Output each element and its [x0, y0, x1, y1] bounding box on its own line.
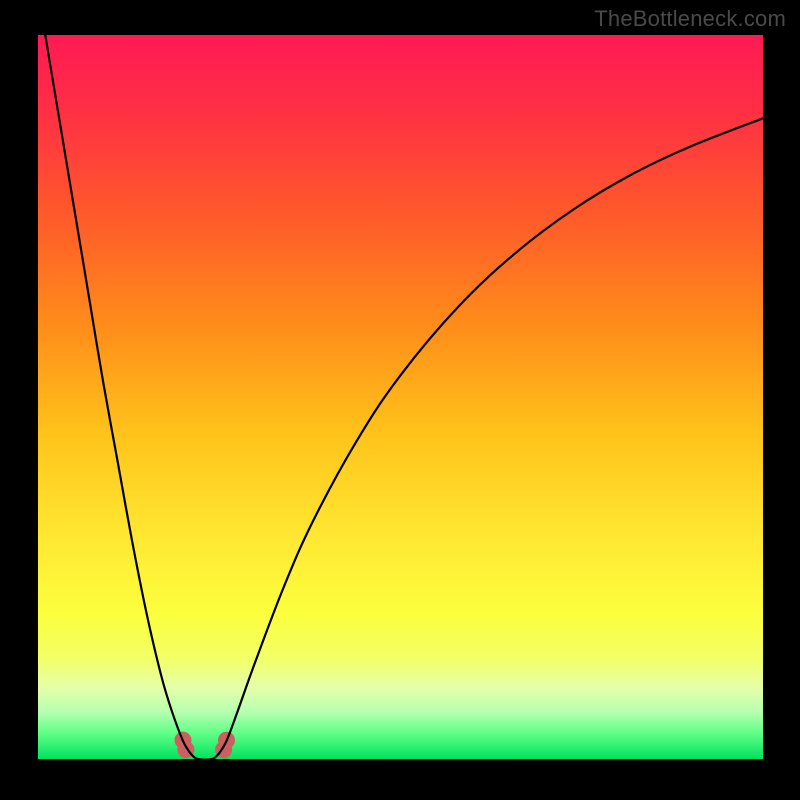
plot-gradient-rect: [38, 35, 763, 759]
bottleneck-chart-svg: [0, 0, 800, 800]
chart-container: TheBottleneck.com: [0, 0, 800, 800]
